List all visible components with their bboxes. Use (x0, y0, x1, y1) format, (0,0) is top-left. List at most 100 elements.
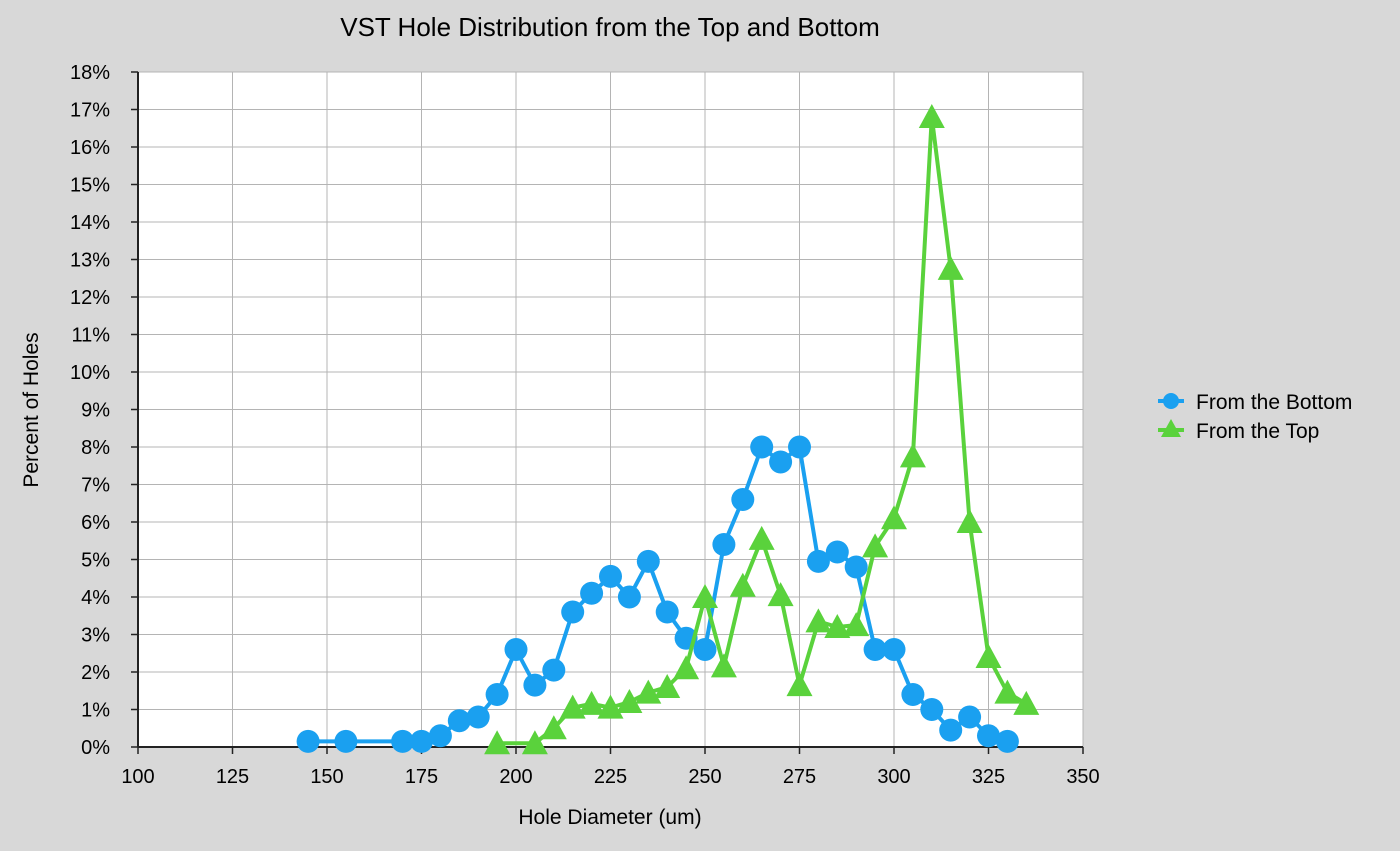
data-point (843, 612, 870, 637)
data-point (693, 638, 717, 661)
data-point (334, 729, 358, 753)
data-point (484, 730, 511, 755)
data-point (844, 555, 868, 579)
x-tick-labels: 100 125 150 175 200 225 250 275 300 325 350 (121, 766, 1099, 788)
legend-item-top: From the Top (1158, 419, 1319, 443)
data-point (863, 638, 887, 661)
legend: From the Bottom From the Top (1158, 391, 1352, 443)
x-tick-label: 225 (594, 766, 627, 788)
data-point (977, 724, 1000, 748)
data-point (296, 729, 320, 753)
chart-title: VST Hole Distribution from the Top and B… (340, 12, 880, 42)
data-point (447, 709, 471, 733)
y-tick-label: 3% (81, 625, 110, 647)
y-tick-label: 0% (81, 737, 110, 759)
y-tick-label: 5% (81, 550, 110, 572)
x-tick-label: 200 (499, 766, 532, 788)
data-point (995, 729, 1019, 753)
data-point (599, 564, 622, 588)
data-point (428, 724, 452, 748)
x-tick-label: 325 (972, 766, 1005, 788)
data-point (561, 600, 585, 624)
y-tick-label: 6% (81, 512, 110, 534)
data-point (824, 614, 851, 638)
data-point (862, 533, 889, 558)
data-point (636, 549, 660, 573)
data-point (654, 674, 681, 698)
data-point (805, 608, 832, 633)
series-from-the-top (484, 104, 1040, 755)
x-tick-label: 350 (1066, 766, 1099, 788)
y-tick-label: 18% (70, 62, 110, 84)
data-point (504, 638, 528, 661)
data-point (899, 443, 926, 468)
data-point (1013, 690, 1040, 715)
data-point (692, 584, 718, 608)
y-tick-label: 16% (70, 137, 110, 159)
legend-label-bottom: From the Bottom (1196, 391, 1352, 414)
data-point (729, 572, 756, 597)
data-point (485, 683, 509, 706)
data-point (580, 581, 604, 605)
data-point (673, 655, 700, 680)
data-point (788, 435, 811, 459)
data-point (769, 450, 793, 474)
data-point (559, 694, 586, 719)
x-tick-label: 150 (310, 766, 343, 788)
series-from-the-bottom (296, 435, 1019, 753)
data-point (786, 672, 813, 697)
data-point (617, 585, 641, 609)
y-tick-label: 1% (81, 700, 110, 722)
y-tick-label: 7% (81, 475, 110, 497)
y-tick-label: 2% (81, 662, 110, 684)
data-point (748, 525, 775, 550)
data-point (521, 730, 548, 755)
x-tick-label: 250 (688, 766, 721, 788)
data-point (975, 644, 1002, 668)
legend-triangle-icon (1161, 419, 1181, 437)
data-point (825, 540, 849, 564)
y-tick-label: 14% (70, 212, 110, 234)
data-point (731, 488, 755, 511)
data-point (918, 104, 945, 128)
data-point (767, 582, 794, 607)
x-tick-label: 100 (121, 766, 154, 788)
y-tick-label: 4% (81, 587, 110, 609)
y-tick-label: 10% (70, 362, 110, 384)
data-point (958, 705, 982, 729)
x-tick-label: 300 (877, 766, 910, 788)
data-point (578, 690, 605, 715)
data-point (540, 715, 567, 740)
data-point (881, 505, 907, 530)
y-tick-label: 8% (81, 437, 110, 459)
data-point (655, 600, 679, 624)
data-point (710, 653, 737, 678)
data-point (542, 658, 566, 682)
x-axis-label: Hole Diameter (um) (518, 806, 701, 829)
y-tick-label: 15% (70, 175, 110, 197)
y-tick-label: 12% (70, 287, 110, 309)
x-tick-label: 275 (783, 766, 816, 788)
data-point (391, 729, 415, 753)
data-point (616, 689, 643, 713)
y-tick-label: 11% (71, 325, 110, 347)
y-tick-label: 13% (70, 250, 110, 272)
legend-item-bottom: From the Bottom (1158, 391, 1352, 414)
data-point (920, 698, 944, 721)
legend-circle-icon (1163, 393, 1179, 409)
legend-label-top: From the Top (1196, 420, 1319, 443)
y-tick-label: 9% (81, 400, 110, 422)
x-tick-label: 125 (216, 766, 249, 788)
data-point (523, 673, 547, 697)
y-tick-labels: 0% 1% 2% 3% 4% 5% 6% 7% 8% 9% 10% 11% 12% 13% 14% 15% 16… (70, 62, 110, 759)
data-point (956, 509, 983, 533)
data-point (410, 729, 433, 753)
series-line (497, 115, 1028, 746)
data-point (939, 718, 963, 742)
y-tick-label: 17% (70, 100, 110, 122)
series-layer (296, 104, 1040, 755)
data-point (806, 549, 830, 573)
data-point (937, 255, 964, 280)
y-axis-label: Percent of Holes (20, 332, 43, 487)
